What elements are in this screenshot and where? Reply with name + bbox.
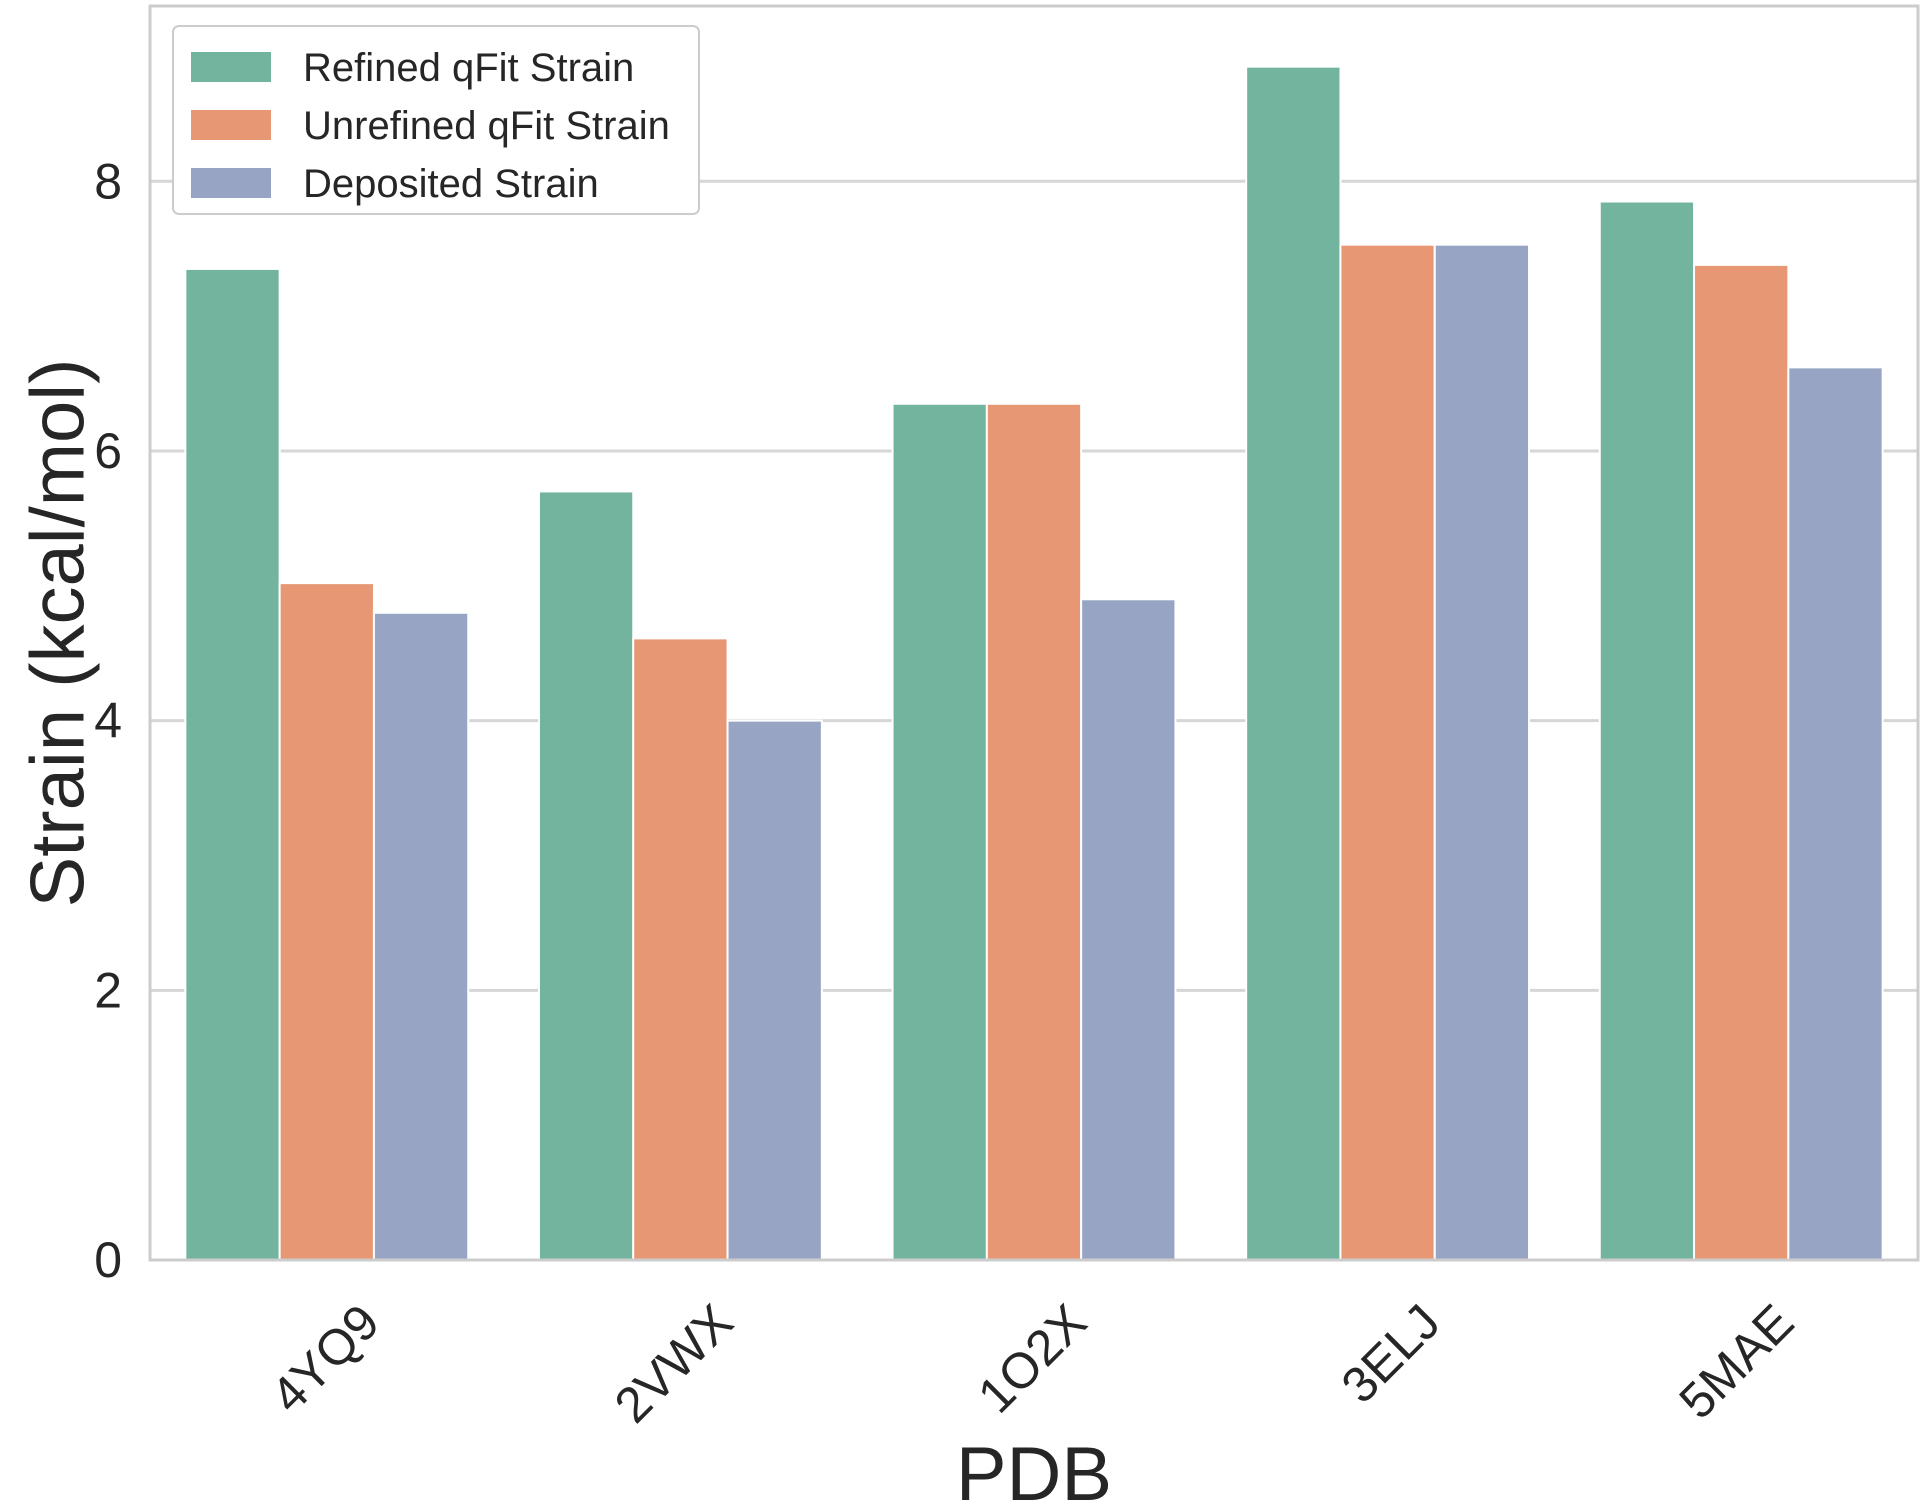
x-axis-title: PDB xyxy=(956,1432,1112,1508)
legend: Refined qFit Strain Unrefined qFit Strain… xyxy=(172,25,700,215)
bar-3elj-series-1 xyxy=(1245,65,1342,1262)
bar-5mae-series-2 xyxy=(1693,263,1790,1261)
y-tick-label: 8 xyxy=(94,153,122,209)
y-tick-label: 0 xyxy=(94,1232,122,1288)
y-tick-labels: 0 2 4 6 8 xyxy=(94,153,122,1288)
y-tick-label: 4 xyxy=(94,693,122,749)
bar-4yq9-series-1 xyxy=(184,267,281,1261)
bar-3elj-series-2 xyxy=(1339,243,1436,1262)
bar-2vwx-series-3 xyxy=(726,719,823,1261)
bars xyxy=(184,65,1884,1262)
plot-frame xyxy=(148,4,1920,1262)
bar-1o2x-series-3 xyxy=(1080,598,1177,1261)
legend-box xyxy=(172,25,700,215)
bar-3elj-series-3 xyxy=(1433,243,1531,1262)
y-tick-label: 2 xyxy=(94,962,122,1018)
legend-swatch-2 xyxy=(191,110,271,140)
legend-label-2: Unrefined qFit Strain xyxy=(303,104,670,148)
legend-swatch-3 xyxy=(191,168,271,198)
y-axis-title: Strain (kcal/mol) xyxy=(16,359,101,908)
bar-1o2x-series-1 xyxy=(891,402,988,1262)
bar-4yq9-series-3 xyxy=(372,611,470,1261)
bar-5mae-series-3 xyxy=(1787,366,1884,1261)
legend-swatch-1 xyxy=(191,52,271,82)
legend-label-3: Deposited Strain xyxy=(303,162,599,206)
bar-2vwx-series-1 xyxy=(537,490,635,1261)
bar-2vwx-series-2 xyxy=(632,637,729,1261)
bar-4yq9-series-2 xyxy=(278,582,375,1261)
bar-5mae-series-1 xyxy=(1598,200,1696,1262)
y-tick-label: 6 xyxy=(94,423,122,479)
bar-1o2x-series-2 xyxy=(985,402,1083,1262)
legend-label-1: Refined qFit Strain xyxy=(303,46,634,90)
